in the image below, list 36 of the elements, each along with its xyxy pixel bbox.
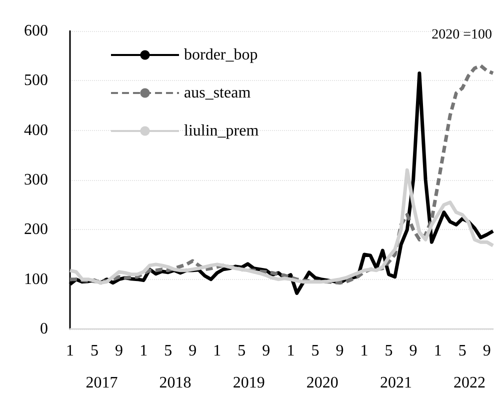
x-tick-label: 1: [434, 342, 442, 360]
x-tick-label: 5: [90, 342, 99, 360]
y-tick-label: 600: [24, 22, 48, 40]
y-tick-label: 0: [40, 320, 48, 338]
x-tick-label: 9: [409, 342, 418, 360]
x-tick-label: 1: [213, 342, 222, 360]
y-tick-label: 200: [24, 221, 48, 238]
x-tick-label: 1: [140, 342, 148, 360]
legend-label: border_bop: [184, 46, 258, 64]
y-tick-label: 500: [24, 72, 48, 90]
x-tick-label: 9: [336, 342, 344, 360]
text: 2020: [306, 374, 338, 392]
x-tick-label: 5: [311, 342, 320, 360]
y-axis-title: 2020 =100: [432, 28, 492, 42]
x-tick-label: 5: [384, 342, 393, 360]
text: 2018: [159, 374, 192, 392]
text: 2019: [232, 374, 265, 392]
x-tick-label: 1: [360, 342, 368, 360]
y-tick-label: 300: [24, 172, 48, 188]
legend-label: aus_steam: [184, 84, 252, 102]
y-tick-label: 100: [24, 270, 48, 288]
x-tick-label: 9: [262, 342, 270, 360]
x-tick-label: 5: [164, 342, 172, 360]
line-series: [68, 168, 495, 285]
x-tick-label: 5: [458, 342, 466, 360]
x-tick-label: 9: [188, 342, 197, 360]
legend-label: liulin_prem: [184, 122, 260, 140]
x-tick-label: 5: [238, 342, 246, 360]
text: 2022: [454, 374, 486, 392]
text: 2021: [380, 374, 412, 392]
y-tick-label: 400: [24, 122, 48, 139]
text: 2017: [86, 374, 118, 392]
x-tick-label: 1: [286, 342, 295, 360]
x-tick-label: 1: [66, 342, 74, 360]
x-tick-label: 9: [482, 342, 491, 360]
x-tick-label: 9: [115, 342, 124, 360]
